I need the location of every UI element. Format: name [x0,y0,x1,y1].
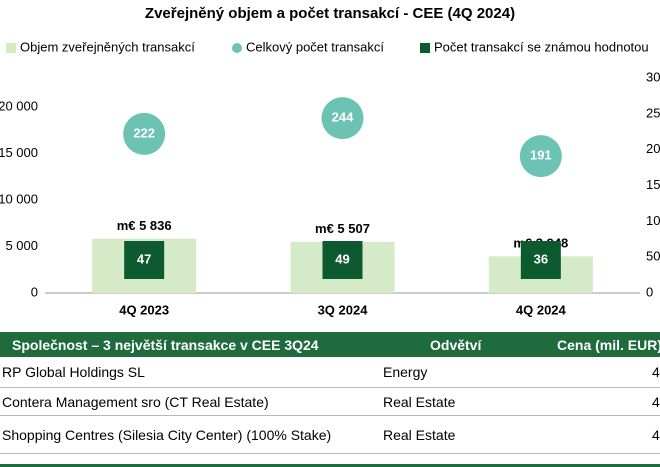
legend-label: Počet transakcí se známou hodnotou [434,39,649,54]
legend-marker [232,43,242,53]
count-label: 191 [530,148,552,163]
known-value-label: 36 [534,251,548,266]
table-cell: Real Estate [383,426,456,443]
table-cell: Contera Management sro (CT Real Estate) [2,393,269,410]
table-row: Shopping Centres (Silesia City Center) (… [0,416,660,454]
value-label: m€ 5 507 [315,221,370,236]
table-cell: Shopping Centres (Silesia City Center) (… [2,426,332,443]
legend-label: Celkový počet transakcí [246,39,384,54]
count-marker [123,112,166,155]
table-cell: 4 [652,393,660,410]
y-tick-label: 5 000 [5,238,38,253]
y2-tick-label: 150 [646,177,660,192]
y-tick-label: 0 [31,284,38,299]
header-cell: Cena (mil. EUR) [557,336,660,353]
chart: Zveřejněný objem a počet transakcí - CEE… [0,5,660,317]
value-label: m€ 5 836 [117,218,172,233]
table-header: Společnost – 3 největší transakce v CEE … [0,332,660,357]
known-value-marker [520,241,561,279]
header-cell: Společnost – 3 největší transakce v CEE … [12,336,319,353]
y-tick-label: 15 000 [0,145,38,160]
count-marker [321,97,364,140]
count-label: 244 [332,110,354,125]
legend-marker [420,43,430,53]
x-tick-label: 3Q 2024 [318,302,369,317]
count-marker [519,135,562,178]
known-value-label: 47 [137,251,151,266]
known-value-marker [124,241,165,279]
header-cell: Odvětví [430,336,482,353]
table-row: Contera Management sro (CT Real Estate) R… [0,388,660,416]
legend-label: Objem zveřejněných transakcí [20,39,195,54]
known-value-label: 49 [335,251,349,266]
y-tick-label: 20 000 [0,98,38,113]
y-tick-label: 10 000 [0,191,38,206]
x-tick-label: 4Q 2024 [516,302,567,317]
y2-tick-label: 50 [646,249,660,264]
y2-tick-label: 300 [646,69,660,84]
count-label: 222 [133,125,155,140]
chart-title: Zveřejněný objem a počet transakcí - CEE… [145,5,515,22]
table-cell: 4 [652,426,660,443]
y2-tick-label: 250 [646,105,660,120]
table-cell: Energy [383,364,428,380]
table-cell: Real Estate [383,393,456,410]
y2-tick-label: 0 [646,284,653,299]
table-row: RP Global Holdings SL Energy 4 [0,357,660,388]
y2-tick-label: 100 [646,213,660,228]
legend-marker [6,43,16,53]
y2-tick-label: 200 [646,141,660,156]
known-value-marker [322,241,363,279]
x-tick-label: 4Q 2023 [119,302,169,317]
table-cell: RP Global Holdings SL [2,364,145,380]
table: Společnost – 3 největší transakce v CEE … [0,332,660,467]
table-cell: 4 [652,364,660,380]
